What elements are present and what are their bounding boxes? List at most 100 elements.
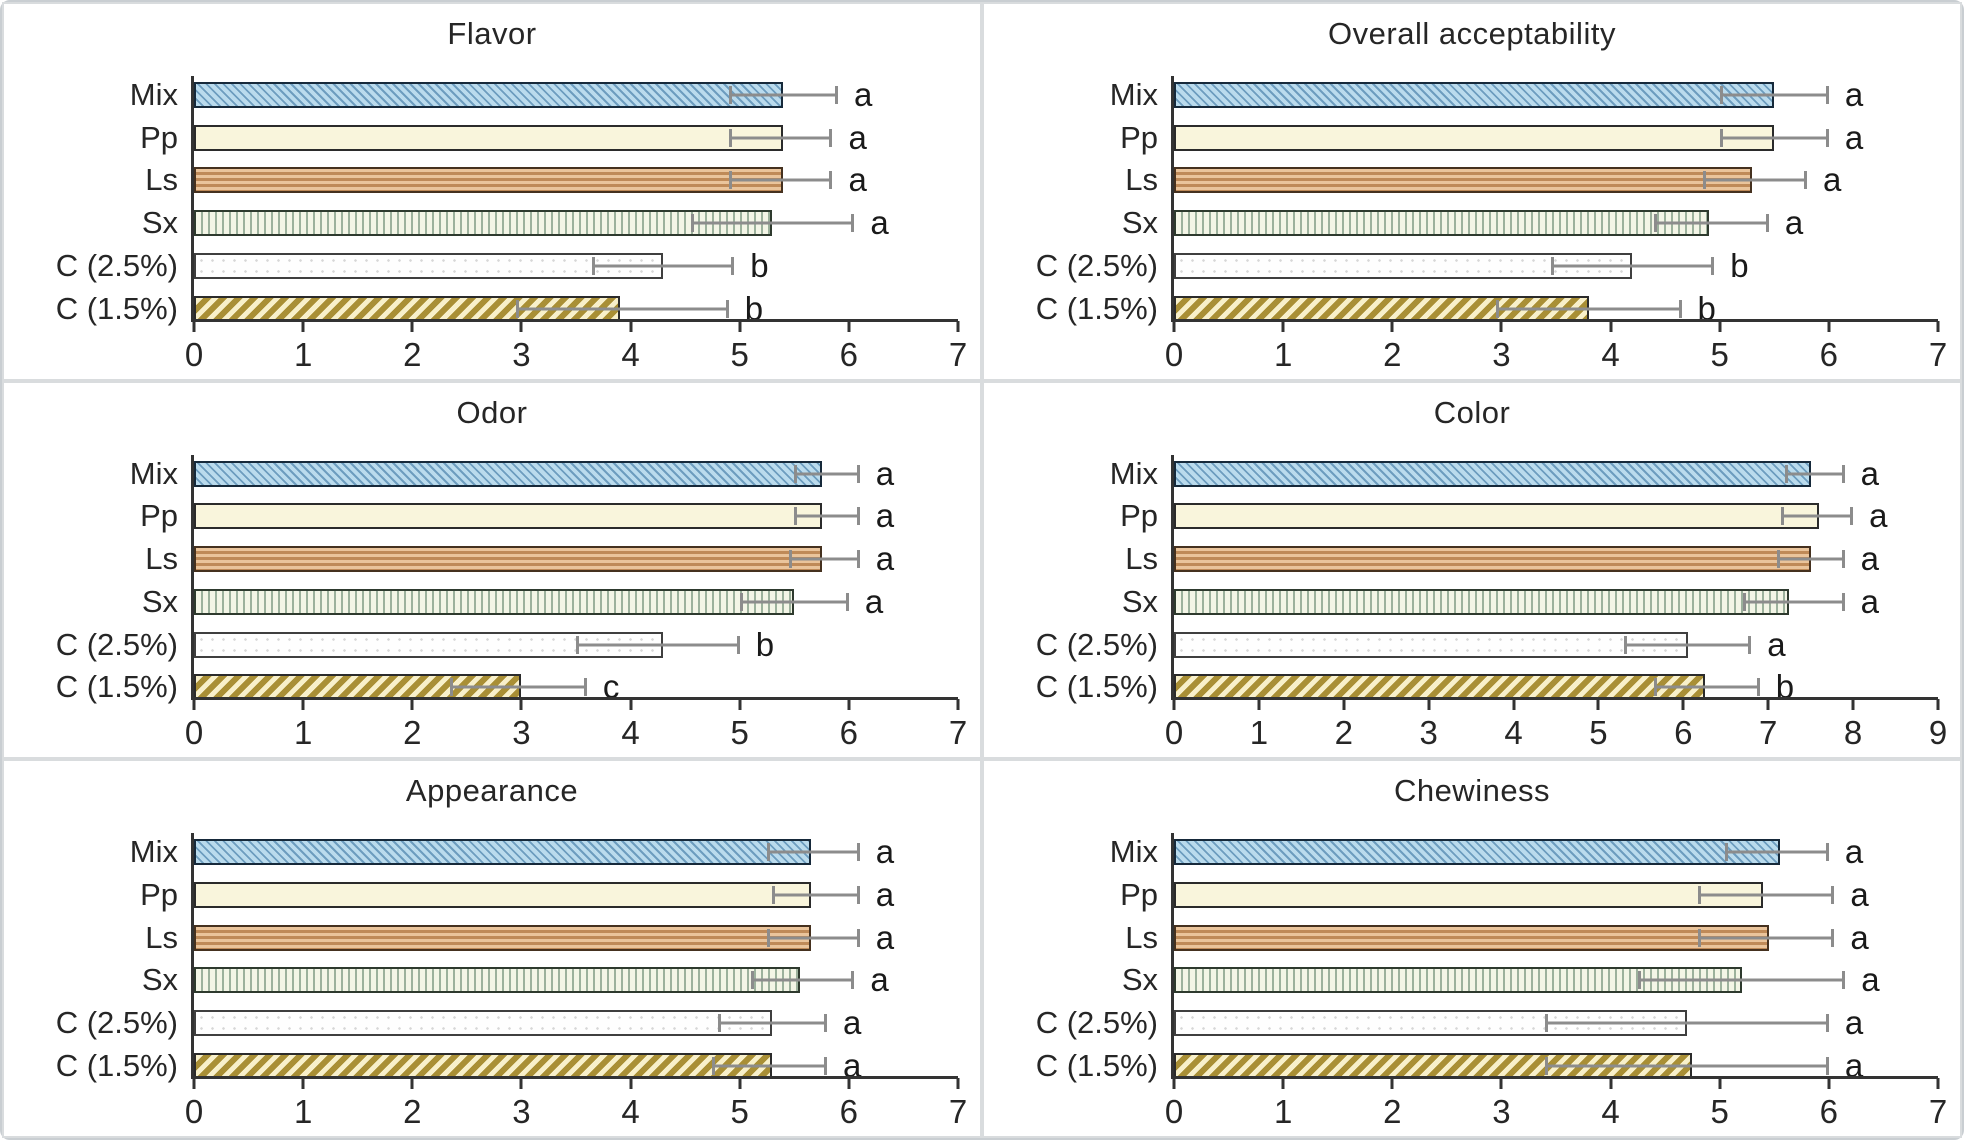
axis-tick-label: 0: [184, 714, 204, 752]
x-axis: 0 1 2 3 4 5 6 7: [185, 318, 967, 379]
axis-tick-label: 6: [839, 714, 859, 752]
bar: [194, 252, 664, 279]
axis-tick-label: 7: [1928, 1092, 1948, 1130]
axis-tick: [1499, 1077, 1503, 1089]
significance-letter: b: [755, 625, 775, 663]
category-label: Sx: [141, 583, 178, 619]
significance-letter: a: [1850, 918, 1869, 956]
axis-tick: [629, 320, 633, 332]
y-axis-line: [191, 833, 194, 1079]
axis-tick: [519, 1077, 523, 1089]
bar: [194, 82, 784, 108]
category-label: Mix: [129, 834, 178, 870]
significance-letter: a: [870, 961, 889, 999]
bar-row: Pp a: [1120, 876, 1938, 913]
axis-tick: [1342, 699, 1346, 711]
bar-row: Pp a: [140, 497, 958, 534]
bar-row: Sx a: [1122, 204, 1938, 241]
axis-tick: [1827, 1077, 1831, 1089]
axis-tick: [410, 699, 414, 711]
significance-letter: a: [875, 497, 895, 535]
axis-tick: [301, 1077, 305, 1089]
error-bar: [1545, 1014, 1829, 1033]
axis-tick: [629, 1077, 633, 1089]
axis-tick-label: 5: [730, 335, 749, 373]
bar-row: Mix a: [130, 76, 958, 113]
bar: [1174, 124, 1775, 151]
bar-row: Sx a: [142, 204, 958, 241]
significance-letter: a: [1861, 961, 1880, 999]
axis-tick-label: 3: [1492, 335, 1511, 373]
axis-tick: [1281, 1077, 1285, 1089]
y-axis-line: [1171, 76, 1174, 322]
bar: [1174, 882, 1764, 909]
category-label: C (1.5%): [55, 669, 178, 705]
bar: [194, 546, 822, 573]
error-bar: [576, 635, 740, 654]
axis-tick: [1499, 320, 1503, 332]
error-bar: [1545, 1056, 1829, 1075]
axis-tick: [1427, 699, 1431, 711]
axis-tick: [847, 1077, 851, 1089]
error-bar: [767, 843, 860, 862]
error-bar: [592, 256, 735, 275]
chart-panel-color: Color Mix a Pp a Ls a Sx a C (2.5%) a C (1.5%) b 0 1…: [982, 380, 1962, 760]
significance-letter: a: [875, 833, 895, 871]
bar-row: C (1.5%) a: [56, 1047, 958, 1084]
axis-tick-label: 2: [1334, 714, 1353, 752]
category-label: Mix: [1109, 455, 1158, 491]
axis-tick: [629, 699, 633, 711]
axis-tick-label: 8: [1843, 714, 1863, 752]
bar: [194, 124, 784, 151]
bar: [1174, 82, 1775, 108]
error-bar: [1776, 550, 1845, 569]
axis-tick: [1827, 320, 1831, 332]
chart-title: Appearance: [405, 773, 579, 809]
chart-panel-flavor: Flavor Mix a Pp a Ls a Sx a C (2.5%) b C (1.5%) b 0…: [2, 2, 982, 381]
category-label: Mix: [1109, 77, 1158, 112]
x-axis: 0 1 2 3 4 5 6 7 8 9: [1165, 697, 1947, 757]
axis-tick: [1609, 1077, 1613, 1089]
category-label: Ls: [1125, 919, 1158, 955]
axis-tick-label: 1: [1273, 335, 1293, 373]
bar-row: Ls a: [1125, 540, 1938, 577]
significance-letter: b: [744, 289, 764, 327]
axis-tick: [410, 320, 414, 332]
plot-area: Mix a Pp a Ls a Sx a C (2.5%) b C (1.5%) b: [1036, 76, 1938, 327]
category-label: C (2.5%): [1035, 626, 1158, 662]
category-label: Ls: [1125, 541, 1158, 577]
axis-tick-label: 5: [730, 714, 749, 752]
axis-tick: [738, 1077, 742, 1089]
category-label: C (2.5%): [1035, 247, 1158, 283]
axis-tick-label: 5: [730, 1092, 749, 1130]
axis-tick-label: 3: [1419, 714, 1438, 752]
axis-tick: [410, 1077, 414, 1089]
error-bar: [1785, 464, 1845, 483]
error-bar: [788, 550, 860, 569]
x-axis: 0 1 2 3 4 5 6 7: [1165, 1075, 1947, 1136]
axis-tick-label: 7: [948, 1092, 968, 1130]
axis-tick-label: 4: [1601, 335, 1620, 373]
significance-letter: a: [1844, 76, 1864, 113]
category-label: C (2.5%): [55, 626, 178, 662]
axis-tick-label: 5: [1589, 714, 1608, 752]
axis-tick: [1512, 699, 1516, 711]
significance-letter: a: [1869, 497, 1888, 535]
axis-tick: [519, 320, 523, 332]
error-bar: [1742, 592, 1845, 611]
axis-tick-label: 3: [512, 1092, 531, 1130]
bar: [194, 1010, 773, 1037]
axis-tick: [301, 320, 305, 332]
chart-title: Flavor: [447, 16, 537, 51]
category-label: C (2.5%): [55, 247, 178, 283]
axis-tick-label: 1: [1273, 1092, 1293, 1130]
category-label: Sx: [141, 962, 178, 998]
axis-tick: [1936, 1077, 1940, 1089]
y-axis-line: [191, 76, 194, 322]
plot-area: Mix a Pp a Ls a Sx a C (2.5%) a C (1.5%) b: [1036, 455, 1938, 706]
error-bar: [1703, 171, 1807, 190]
bar: [1174, 210, 1709, 237]
axis-tick-label: 6: [839, 1092, 859, 1130]
category-label: Pp: [140, 877, 178, 913]
